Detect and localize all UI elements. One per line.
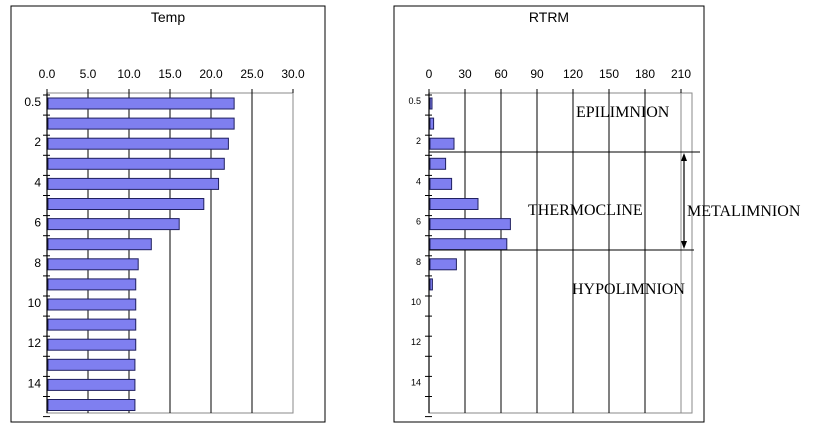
x-tick-label: 90 <box>530 67 544 81</box>
rtrm-chart-title: RTRM <box>529 9 569 25</box>
zone-label-hypolimnion: HYPOLIMNION <box>572 281 685 298</box>
bar <box>429 258 457 271</box>
rtrm-bars <box>429 97 511 291</box>
bar <box>47 238 152 251</box>
x-tick-label: 60 <box>494 67 508 81</box>
y-tick-label: 8 <box>416 257 421 267</box>
rtrm-plot-area <box>428 92 693 414</box>
x-tick-label: 25.0 <box>240 67 264 81</box>
bar <box>429 278 433 291</box>
bar <box>429 157 447 170</box>
y-tick-label: 14 <box>411 377 421 387</box>
x-tick-label: 10.0 <box>117 67 141 81</box>
y-tick-label: 10 <box>28 296 42 310</box>
bar <box>47 117 235 130</box>
x-tick-label: 150 <box>599 67 619 81</box>
y-tick-label: 6 <box>34 216 41 230</box>
zone-label-metalimnion: METALIMNION <box>687 203 801 220</box>
y-tick-label: 10 <box>411 297 421 307</box>
y-tick-label: 4 <box>416 176 421 186</box>
zone-label-thermocline: THERMOCLINE <box>528 202 643 219</box>
bar <box>429 218 511 231</box>
y-tick-label: 2 <box>416 136 421 146</box>
y-tick-label: 14 <box>28 376 42 390</box>
temp-chart-title: Temp <box>151 9 185 25</box>
temp-x-tick-labels: 0.0 5.0 10.0 15.0 20.0 25.0 30.0 <box>39 67 305 93</box>
rtrm-y-axis: 0.5 2 4 6 8 10 12 14 <box>408 93 432 418</box>
x-tick-label: 210 <box>671 67 691 81</box>
bar <box>47 278 137 291</box>
temp-bars <box>47 97 235 411</box>
bar <box>47 258 139 271</box>
bar <box>429 238 508 251</box>
x-tick-label: 120 <box>563 67 583 81</box>
bar <box>47 97 235 110</box>
metalimnion-arrow-down-head <box>681 241 687 249</box>
rtrm-x-tick-labels: 0 30 60 90 120 150 180 210 <box>426 67 691 93</box>
y-tick-label: 6 <box>416 217 421 227</box>
y-tick-label: 4 <box>34 175 41 189</box>
y-tick-label: 2 <box>34 135 41 149</box>
x-tick-label: 0.0 <box>39 67 56 81</box>
x-tick-label: 15.0 <box>158 67 182 81</box>
zone-label-epilimnion: EPILIMNION <box>576 104 670 121</box>
bar <box>429 198 479 210</box>
x-tick-label: 30.0 <box>281 67 305 81</box>
y-tick-label: 8 <box>34 256 41 270</box>
bar <box>47 358 136 371</box>
bar <box>47 198 205 210</box>
x-tick-label: 5.0 <box>80 67 97 81</box>
metalimnion-arrow-up-head <box>681 153 687 161</box>
bar <box>47 157 225 170</box>
rtrm-gridlines <box>464 93 682 413</box>
temp-y-axis: 0.5 2 4 6 8 10 12 14 <box>24 93 50 418</box>
bar <box>47 338 137 351</box>
x-tick-label: 20.0 <box>199 67 223 81</box>
bar <box>47 298 137 311</box>
x-tick-label: 0 <box>426 67 433 81</box>
bar <box>47 177 220 190</box>
bar <box>429 137 455 150</box>
y-tick-label: 0.5 <box>24 95 41 109</box>
bar <box>429 177 453 190</box>
bar <box>47 378 136 391</box>
y-tick-label: 12 <box>28 336 42 350</box>
y-tick-label: 12 <box>411 337 421 347</box>
bar <box>47 137 229 150</box>
temp-chart: Temp 0.0 5.0 10.0 15.0 20.0 25.0 30.0 0.5 2 4 6 8 1… <box>10 5 326 423</box>
bar <box>429 117 435 130</box>
rtrm-chart: RTRM 0 30 60 90 120 150 180 210 0.5 2 4 6 8 10 12 14 E… <box>393 5 801 423</box>
y-tick-label: 0.5 <box>408 96 421 106</box>
x-tick-label: 180 <box>635 67 655 81</box>
bar <box>429 97 433 110</box>
bar <box>47 399 136 411</box>
x-tick-label: 30 <box>458 67 472 81</box>
bar <box>47 318 137 331</box>
bar <box>47 218 180 231</box>
